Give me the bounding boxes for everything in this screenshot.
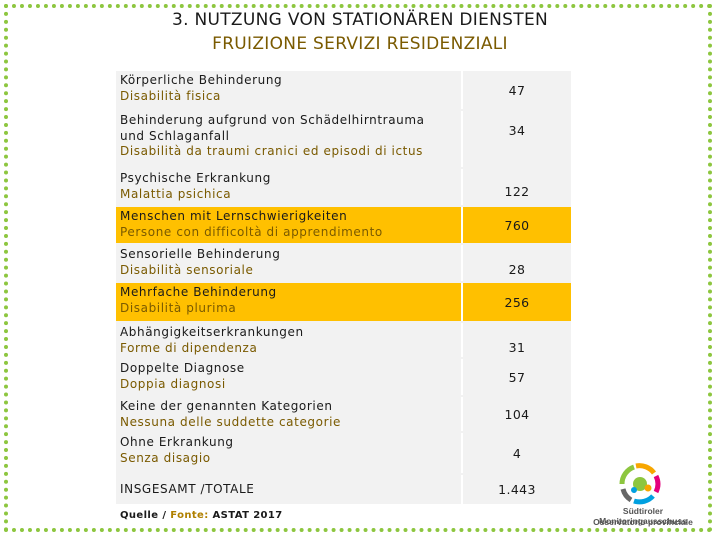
- label-de-line2: und Schlaganfall: [120, 128, 230, 143]
- source-label-de: Quelle /: [120, 510, 167, 521]
- row-value: 28: [508, 262, 526, 277]
- label-de: Psychische Erkrankung: [120, 171, 271, 185]
- source-label-it: Fonte:: [170, 510, 209, 521]
- column-divider: [461, 397, 463, 431]
- source-text: ASTAT 2017: [212, 510, 283, 521]
- table-row: Ohne Erkrankung Senza disagio 4: [116, 433, 571, 473]
- monitoring-committee-logo: Südtiroler Monitoringausschuss Osservato…: [578, 458, 708, 528]
- page-title: 3. NUTZUNG VON STATIONÄREN DIENSTEN: [171, 10, 549, 30]
- column-divider: [461, 433, 463, 473]
- table-row-highlighted: Menschen mit Lernschwierigkeiten Persone…: [116, 207, 571, 243]
- table-row: Keine der genannten Kategorien Nessuna d…: [116, 397, 571, 431]
- column-divider: [461, 71, 463, 109]
- row-value: 104: [504, 406, 530, 422]
- label-de: Abhängigkeitserkrankungen: [120, 325, 304, 339]
- page-frame: [4, 4, 712, 532]
- column-divider: [461, 169, 463, 205]
- table-total-row: INSGESAMT /TOTALE 1.443: [116, 475, 571, 504]
- label-it: Doppia diagnosi: [120, 376, 226, 391]
- table-row: Sensorielle Behinderung Disabilità senso…: [116, 245, 571, 281]
- row-value: 122: [504, 184, 530, 199]
- label-de: Doppelte Diagnose: [120, 361, 245, 375]
- logo-text-de: Südtiroler Monitoringausschuss: [599, 506, 687, 526]
- label-it: Disabilità fisica: [120, 88, 221, 103]
- label-it: Persone con difficoltà di apprendimento: [120, 224, 383, 239]
- row-value: 34: [508, 123, 526, 138]
- label-it: Disabilità plurima: [120, 300, 237, 315]
- label-de: Sensorielle Behinderung: [120, 247, 281, 261]
- label-it: Nessuna delle suddette categorie: [120, 414, 342, 429]
- table-row: Abhängigkeitserkrankungen Forme di dipen…: [116, 323, 571, 357]
- table-row: Doppelte Diagnose Doppia diagnosi 57: [116, 359, 571, 395]
- label-de: Ohne Erkrankung: [120, 435, 234, 449]
- row-value: 760: [504, 217, 530, 233]
- logo-text-it: Osservatorio provinciale: [593, 517, 693, 527]
- logo-mark-icon: [619, 463, 661, 505]
- label-it: Malattia psichica: [120, 186, 232, 201]
- label-de: Behinderung aufgrund von Schädelhirntrau…: [120, 113, 425, 127]
- source-note: Quelle / Fonte: ASTAT 2017: [120, 510, 283, 521]
- page-subtitle: FRUIZIONE SERVIZI RESIDENZIALI: [212, 34, 508, 54]
- row-label: Abhängigkeitserkrankungen Forme di dipen…: [116, 323, 461, 357]
- column-divider: [461, 245, 463, 281]
- row-label: Ohne Erkrankung Senza disagio: [116, 433, 461, 473]
- row-value: 47: [508, 82, 526, 98]
- column-divider: [461, 359, 463, 395]
- table-row: Psychische Erkrankung Malattia psichica …: [116, 169, 571, 205]
- row-label: Behinderung aufgrund von Schädelhirntrau…: [116, 111, 461, 167]
- label-de: Keine der genannten Kategorien: [120, 399, 333, 413]
- row-label: Psychische Erkrankung Malattia psichica: [116, 169, 461, 205]
- label-it: Forme di dipendenza: [120, 340, 258, 355]
- column-divider: [461, 207, 463, 243]
- label-de: Mehrfache Behinderung: [120, 285, 277, 299]
- row-value: 31: [508, 340, 526, 355]
- table-row: Behinderung aufgrund von Schädelhirntrau…: [116, 111, 571, 167]
- label-it: Disabilità da traumi cranici ed episodi …: [120, 144, 424, 158]
- row-value: 256: [504, 294, 530, 310]
- row-label: Menschen mit Lernschwierigkeiten Persone…: [116, 207, 461, 243]
- row-label: Sensorielle Behinderung Disabilità senso…: [116, 245, 461, 281]
- label-it: Disabilità sensoriale: [120, 262, 254, 277]
- table-row-highlighted: Mehrfache Behinderung Disabilità plurima…: [116, 283, 571, 321]
- label-de: Körperliche Behinderung: [120, 73, 283, 87]
- column-divider: [461, 475, 463, 504]
- total-label-text: INSGESAMT /TOTALE: [120, 481, 255, 496]
- row-label: Körperliche Behinderung Disabilità fisic…: [116, 71, 461, 109]
- label-de: Menschen mit Lernschwierigkeiten: [120, 209, 348, 223]
- row-value: 57: [508, 369, 526, 385]
- column-divider: [461, 283, 463, 321]
- label-it: Senza disagio: [120, 450, 211, 465]
- column-divider: [461, 323, 463, 357]
- column-divider: [461, 111, 463, 167]
- row-label: Mehrfache Behinderung Disabilità plurima: [116, 283, 461, 321]
- total-value: 1.443: [498, 482, 536, 497]
- data-table: Körperliche Behinderung Disabilità fisic…: [116, 71, 571, 504]
- row-value: 4: [512, 445, 522, 461]
- total-label: INSGESAMT /TOTALE: [116, 475, 461, 504]
- table-row: Körperliche Behinderung Disabilità fisic…: [116, 71, 571, 109]
- row-label: Doppelte Diagnose Doppia diagnosi: [116, 359, 461, 395]
- row-label: Keine der genannten Kategorien Nessuna d…: [116, 397, 461, 431]
